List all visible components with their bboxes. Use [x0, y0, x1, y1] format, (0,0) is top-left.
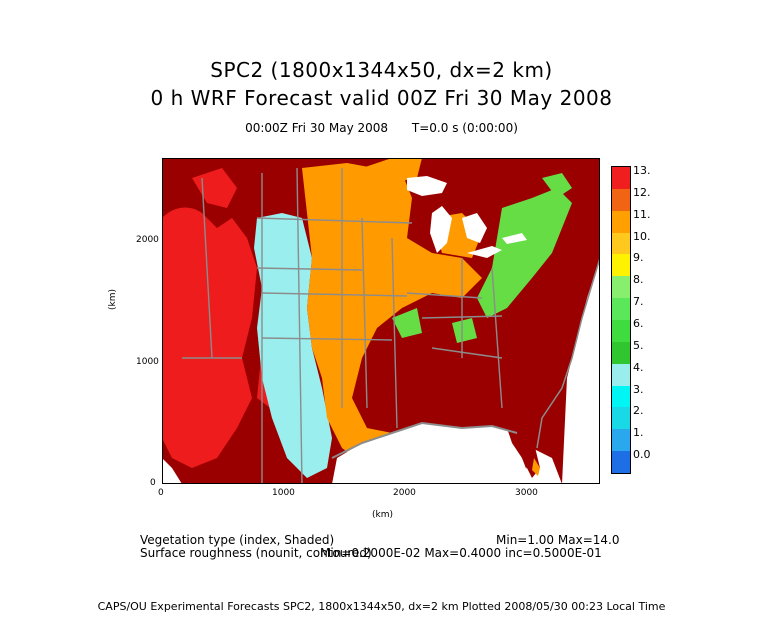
model-time-label: T=0.0 s (0:00:00) — [411, 121, 518, 135]
colorbar-cell — [612, 451, 630, 474]
plains-cyan-region — [254, 213, 332, 478]
field2-range: Min=0.2000E-02 Max=0.4000 inc=0.5000E-01 — [320, 546, 602, 560]
plot-frame — [162, 158, 600, 484]
colorbar-cell — [612, 341, 630, 364]
field2-label: Surface roughness (nounit, contoured) — [140, 546, 372, 560]
lake-huron — [462, 213, 487, 243]
x-tick-3000: 3000 — [515, 488, 538, 498]
field1-label: Vegetation type (index, Shaded) — [140, 533, 335, 547]
y-tick-1000: 1000 — [136, 357, 159, 367]
colorbar-cell — [612, 276, 630, 299]
colorbar-cell — [612, 385, 630, 408]
ozark-green-patch — [392, 308, 422, 338]
field1-range: Min=1.00 Max=14.0 — [496, 533, 620, 547]
colorbar-label: 1. — [633, 426, 644, 440]
colorbar-label: 10. — [633, 229, 651, 243]
colorbar-label: 7. — [633, 295, 644, 309]
north-orange-patch — [362, 158, 422, 183]
lake-superior — [407, 176, 447, 196]
colorbar-label: 4. — [633, 360, 644, 374]
colorbar-cell — [612, 320, 630, 342]
colorbar-label: 2. — [633, 404, 644, 418]
northeast-green-region — [477, 188, 572, 318]
footer-credits: CAPS/OU Experimental Forecasts SPC2, 180… — [97, 600, 666, 613]
colorbar-label: 6. — [633, 317, 644, 330]
lake-erie — [467, 246, 502, 258]
florida-orange-tip — [532, 458, 540, 476]
colorbar-cell — [612, 363, 630, 386]
plot-title-line2: 0 h WRF Forecast valid 00Z Fri 30 May 20… — [150, 86, 613, 110]
vegetation-map — [162, 158, 600, 484]
northwest-red-patch — [192, 168, 237, 208]
map-svg — [162, 158, 600, 484]
gulf-coastline — [331, 421, 518, 459]
colorbar — [611, 166, 631, 474]
x-tick-2000: 2000 — [393, 488, 416, 498]
colorbar-cell — [612, 298, 630, 321]
colorbar-cell — [612, 188, 630, 211]
colorbar-label: 13. — [633, 164, 651, 177]
central-orange-region — [302, 163, 482, 463]
colorbar-label: 12. — [633, 185, 651, 199]
colorbar-cell — [612, 407, 630, 430]
x-axis-label: (km) — [372, 510, 394, 520]
valid-time-label: 00:00Z Fri 30 May 2008 — [245, 121, 389, 135]
colorbar-label: 3. — [633, 382, 644, 396]
y-tick-0: 0 — [150, 478, 156, 488]
west-red-region — [162, 207, 257, 469]
x-tick-0: 0 — [158, 488, 164, 498]
colorbar-cell — [612, 232, 630, 255]
maine-green-patch — [542, 173, 572, 198]
plot-subtitle: 00:00Z Fri 30 May 2008 T=0.0 s (0:00:00) — [0, 121, 763, 135]
atlantic-coastline — [536, 257, 600, 449]
colorbar-label: 8. — [633, 273, 644, 287]
colorbar-cell — [612, 210, 630, 233]
pacific-south — [162, 458, 182, 484]
florida-peninsula — [507, 426, 540, 478]
atlantic-ocean — [562, 258, 600, 484]
state-borders — [182, 167, 503, 484]
colorbar-label: 0.0 — [633, 448, 651, 462]
colorbar-label: 11. — [633, 207, 651, 221]
gulf-of-mexico — [332, 423, 532, 484]
lake-ontario — [502, 233, 527, 244]
plot-title-line1: SPC2 (1800x1344x50, dx=2 km) — [210, 58, 553, 82]
colorbar-cell — [612, 429, 630, 452]
colorbar-cell — [612, 254, 630, 277]
colorbar-cell — [612, 167, 630, 189]
colorbar-label: 9. — [633, 251, 644, 265]
y-axis-label: (km) — [108, 288, 118, 310]
appalachian-green-patch — [452, 318, 477, 343]
lake-michigan — [430, 206, 452, 253]
x-tick-1000: 1000 — [272, 488, 295, 498]
y-tick-2000: 2000 — [136, 235, 159, 245]
colorbar-label: 5. — [633, 338, 644, 352]
